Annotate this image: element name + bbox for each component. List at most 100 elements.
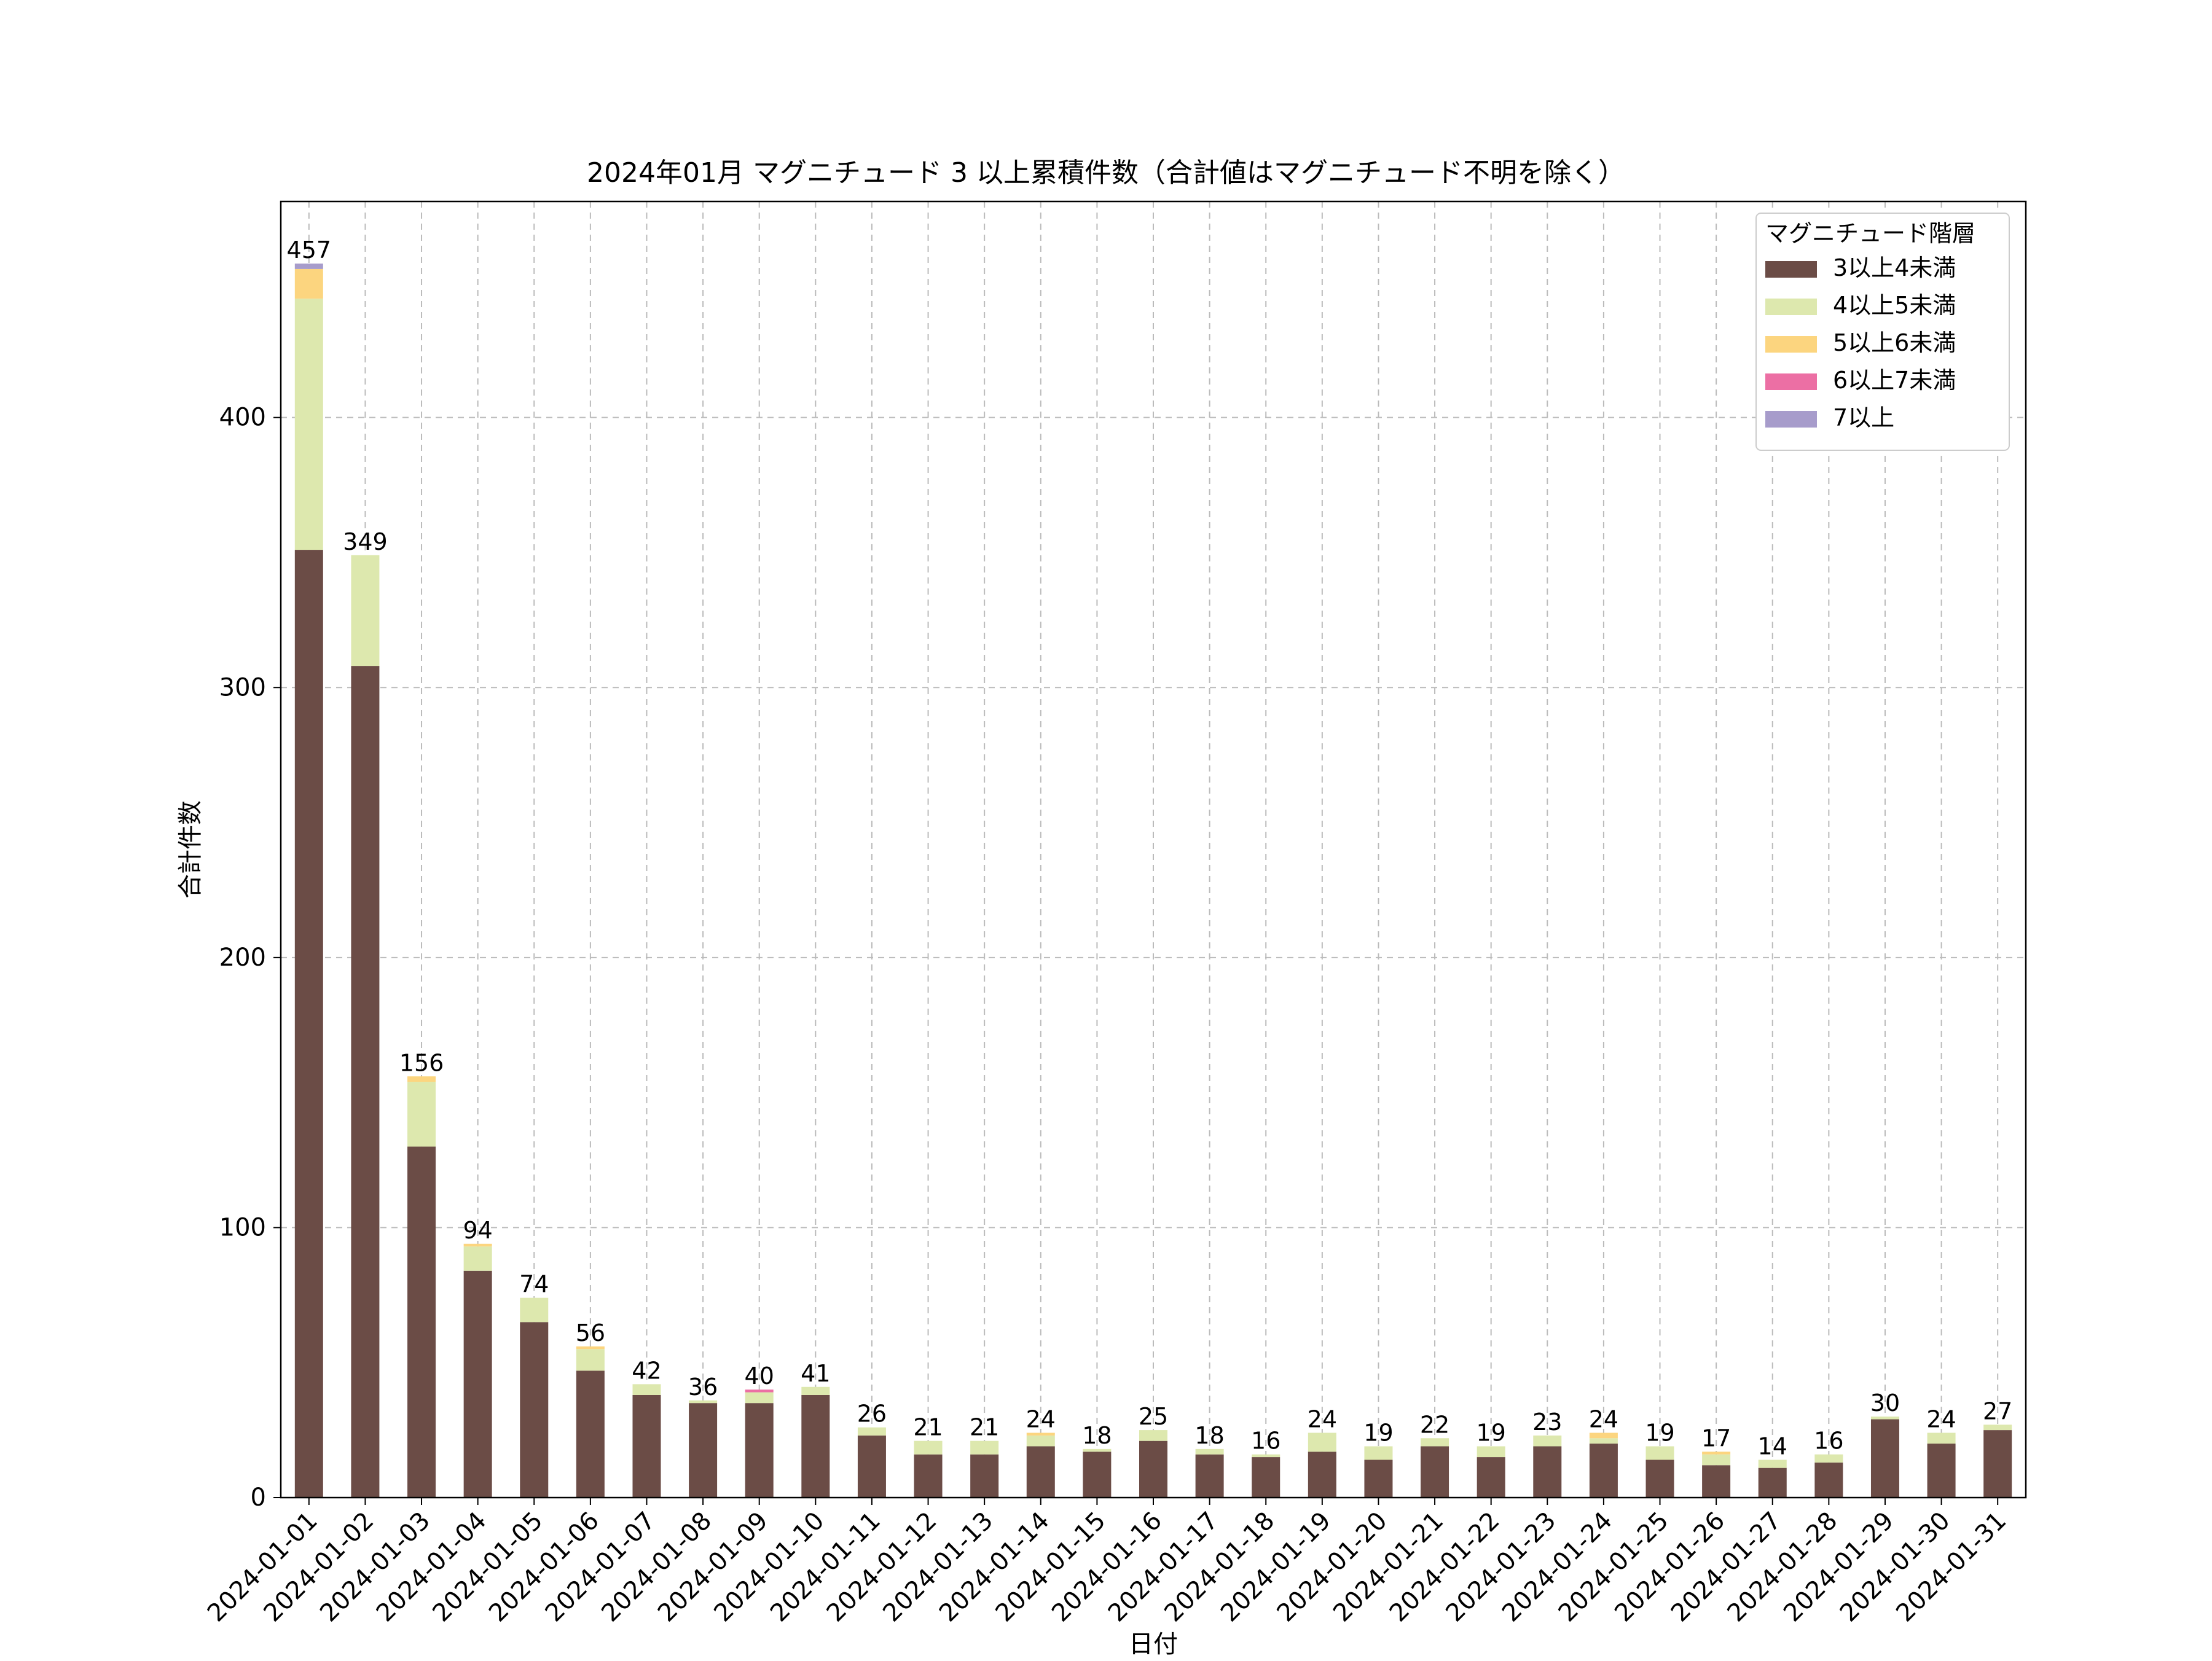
data-label: 24 bbox=[1589, 1406, 1618, 1433]
legend: マグニチュード階層 3以上4未満 4以上5未満 5以上6未満 6以上7未満 7以上 bbox=[1755, 213, 2010, 451]
bar-segment bbox=[294, 550, 323, 1498]
bar-segment bbox=[294, 299, 323, 550]
bar-segment bbox=[1026, 1432, 1055, 1436]
data-label: 24 bbox=[1926, 1406, 1956, 1433]
bar-segment bbox=[463, 1270, 492, 1498]
bar-segment bbox=[407, 1146, 436, 1498]
bar-segment bbox=[745, 1403, 774, 1498]
bar-segment bbox=[801, 1394, 830, 1498]
data-label: 42 bbox=[632, 1357, 661, 1384]
data-label: 18 bbox=[1194, 1422, 1224, 1449]
legend-label: 6以上7未満 bbox=[1833, 367, 1956, 394]
bar-segment bbox=[1195, 1454, 1224, 1498]
chart-title: 2024年01月 マグニチュード 3 以上累積件数（合計値はマグニチュード不明を… bbox=[587, 157, 1625, 189]
bar-segment bbox=[1589, 1432, 1618, 1439]
bar-segment bbox=[1814, 1454, 1843, 1463]
data-label: 22 bbox=[1420, 1411, 1449, 1438]
bar-segment bbox=[520, 1297, 549, 1323]
bar-segment bbox=[1139, 1430, 1167, 1441]
bar-segment bbox=[1927, 1432, 1956, 1444]
bar-segment bbox=[1364, 1460, 1393, 1498]
data-label: 14 bbox=[1758, 1432, 1787, 1460]
data-label: 27 bbox=[1983, 1397, 2012, 1425]
y-axis-label: 合計件数 bbox=[176, 800, 205, 899]
bar-segment bbox=[1195, 1448, 1224, 1455]
data-label: 56 bbox=[576, 1319, 605, 1346]
bar-segment bbox=[294, 268, 323, 299]
bar-segment bbox=[351, 666, 380, 1498]
bar-segment bbox=[914, 1454, 943, 1498]
bar-segment bbox=[1702, 1465, 1731, 1498]
bar-segment bbox=[632, 1394, 661, 1498]
bar-segment bbox=[1421, 1438, 1449, 1447]
legend-label: 7以上 bbox=[1833, 404, 1894, 431]
data-label: 16 bbox=[1251, 1428, 1281, 1455]
data-label: 19 bbox=[1645, 1419, 1674, 1446]
bar-segment bbox=[351, 555, 380, 666]
data-label: 21 bbox=[913, 1414, 943, 1441]
bar-segment bbox=[745, 1392, 774, 1404]
data-label: 18 bbox=[1082, 1422, 1112, 1449]
data-label: 349 bbox=[343, 528, 388, 555]
legend-swatch bbox=[1765, 373, 1817, 390]
legend-title: マグニチュード階層 bbox=[1765, 220, 1975, 247]
bar-segment bbox=[1477, 1457, 1505, 1498]
data-label: 41 bbox=[801, 1360, 830, 1387]
bar-segment bbox=[576, 1349, 605, 1371]
bar-segment bbox=[1870, 1417, 1899, 1420]
bar-segment bbox=[407, 1076, 436, 1082]
bar-segment bbox=[1026, 1446, 1055, 1498]
bar-segment bbox=[1645, 1446, 1674, 1460]
data-label: 24 bbox=[1308, 1406, 1337, 1433]
bar-segment bbox=[1645, 1460, 1674, 1498]
bar-segment bbox=[1477, 1446, 1505, 1458]
legend-items: 3以上4未満 4以上5未満 5以上6未満 6以上7未満 7以上 bbox=[1765, 254, 1956, 431]
y-tick-label: 400 bbox=[219, 404, 266, 432]
y-tick-label: 100 bbox=[219, 1213, 266, 1241]
bar-segment bbox=[1026, 1435, 1055, 1447]
bar-segment bbox=[576, 1370, 605, 1498]
bar-segment bbox=[1308, 1432, 1336, 1452]
bar-segment bbox=[970, 1440, 999, 1455]
data-label: 74 bbox=[519, 1271, 549, 1298]
bar-segment bbox=[1421, 1446, 1449, 1498]
bar-segment bbox=[1252, 1457, 1281, 1498]
bar-segment bbox=[689, 1403, 718, 1498]
bar-segment bbox=[1083, 1452, 1112, 1498]
bar-segment bbox=[1758, 1460, 1787, 1468]
data-label: 26 bbox=[857, 1401, 887, 1428]
bar-segment bbox=[1139, 1440, 1167, 1498]
bar-segment bbox=[914, 1440, 943, 1455]
data-label: 16 bbox=[1814, 1428, 1843, 1455]
x-axis-label: 日付 bbox=[1129, 1630, 1178, 1659]
bars-layer bbox=[294, 264, 2012, 1498]
bar-segment bbox=[1308, 1452, 1336, 1498]
bar-segment bbox=[1252, 1454, 1281, 1458]
legend-label: 3以上4未満 bbox=[1833, 254, 1956, 281]
data-label: 24 bbox=[1026, 1406, 1056, 1433]
legend-swatch bbox=[1765, 336, 1817, 353]
legend-label: 5以上6未満 bbox=[1833, 329, 1956, 356]
bar-segment bbox=[1083, 1448, 1112, 1452]
legend-swatch bbox=[1765, 299, 1817, 315]
legend-swatch bbox=[1765, 261, 1817, 278]
data-label: 30 bbox=[1870, 1389, 1900, 1417]
data-label: 19 bbox=[1363, 1419, 1393, 1446]
bar-segment bbox=[1533, 1435, 1562, 1447]
data-label: 156 bbox=[399, 1049, 444, 1076]
bar-segment bbox=[1589, 1444, 1618, 1498]
bar-segment bbox=[689, 1400, 718, 1404]
data-label: 36 bbox=[688, 1374, 718, 1401]
bar-segment bbox=[463, 1243, 492, 1247]
bar-segment bbox=[1814, 1462, 1843, 1498]
bar-segment bbox=[1927, 1444, 1956, 1498]
legend-swatch bbox=[1765, 411, 1817, 428]
bar-segment bbox=[857, 1435, 886, 1498]
bar-segment bbox=[576, 1346, 605, 1350]
data-label: 457 bbox=[287, 236, 332, 264]
bar-segment bbox=[632, 1384, 661, 1395]
bar-segment bbox=[1702, 1454, 1731, 1466]
data-label: 25 bbox=[1139, 1403, 1168, 1430]
